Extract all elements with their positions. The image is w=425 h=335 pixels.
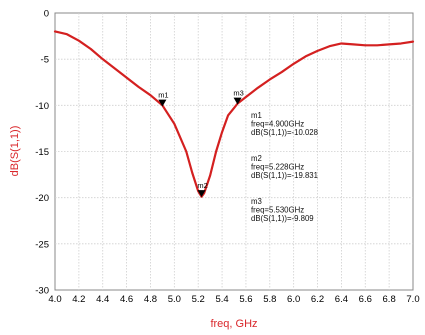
x-tick-label: 5.4: [215, 294, 228, 305]
x-axis-label: freq, GHz: [210, 318, 257, 330]
x-tick-labels: 4.0 4.2 4.4 4.6 4.8 5.0 5.2 5.4 5.6 5.8 6.0 6.2 6.4 6…: [48, 294, 419, 305]
x-tick-label: 5.8: [263, 294, 276, 305]
y-tick-label: -20: [35, 193, 49, 204]
y-axis-label: dB(S(1,1)): [9, 126, 21, 177]
marker-readout-line: dB(S(1,1))=-19.831: [251, 171, 318, 180]
x-tick-label: 6.8: [383, 294, 396, 305]
marker-id: m2: [197, 181, 207, 190]
marker-id: m3: [233, 89, 243, 98]
x-tick-label: 5.0: [168, 294, 181, 305]
y-tick-label: -10: [35, 101, 49, 112]
y-tick-label: -30: [35, 286, 49, 297]
y-tick-label: -25: [35, 239, 49, 250]
y-tick-label: -15: [35, 147, 49, 158]
x-tick-label: 4.8: [144, 294, 157, 305]
marker-readout-line: m1: [251, 111, 262, 120]
x-tick-label: 4.2: [72, 294, 85, 305]
x-tick-label: 6.0: [287, 294, 300, 305]
x-tick-label: 6.6: [359, 294, 372, 305]
marker-id: m1: [158, 91, 168, 100]
x-tick-label: 6.4: [335, 294, 348, 305]
marker-readout-line: m2: [251, 154, 262, 163]
x-tick-label: 4.4: [96, 294, 109, 305]
marker-readout-line: dB(S(1,1))=-9.809: [251, 214, 314, 223]
y-tick-labels: 0 -5 -10 -15 -20 -25 -30: [35, 9, 49, 297]
x-tick-label: 5.6: [239, 294, 252, 305]
x-tick-label: 7.0: [406, 294, 419, 305]
x-tick-label: 4.6: [120, 294, 133, 305]
marker-readout-line: m3: [251, 197, 262, 206]
x-tick-label: 6.2: [311, 294, 324, 305]
markers: m1 m2 m3: [158, 89, 244, 198]
marker-triangle: [158, 99, 167, 107]
series-line: [53, 30, 415, 198]
marker-triangle: [197, 190, 206, 198]
marker-readouts: m1freq=4.900GHzdB(S(1,1))=-10.028m2freq=…: [251, 111, 318, 223]
marker-readout-line: freq=5.530GHz: [251, 206, 304, 215]
marker-readout-line: dB(S(1,1))=-10.028: [251, 128, 318, 137]
marker-readout-line: freq=4.900GHz: [251, 120, 304, 129]
marker-readout-line: freq=5.228GHz: [251, 163, 304, 172]
y-tick-label: 0: [44, 9, 49, 20]
marker-triangle: [233, 97, 242, 105]
y-tick-label: -5: [41, 55, 49, 66]
x-tick-label: 5.2: [192, 294, 205, 305]
x-tick-label: 4.0: [48, 294, 61, 305]
